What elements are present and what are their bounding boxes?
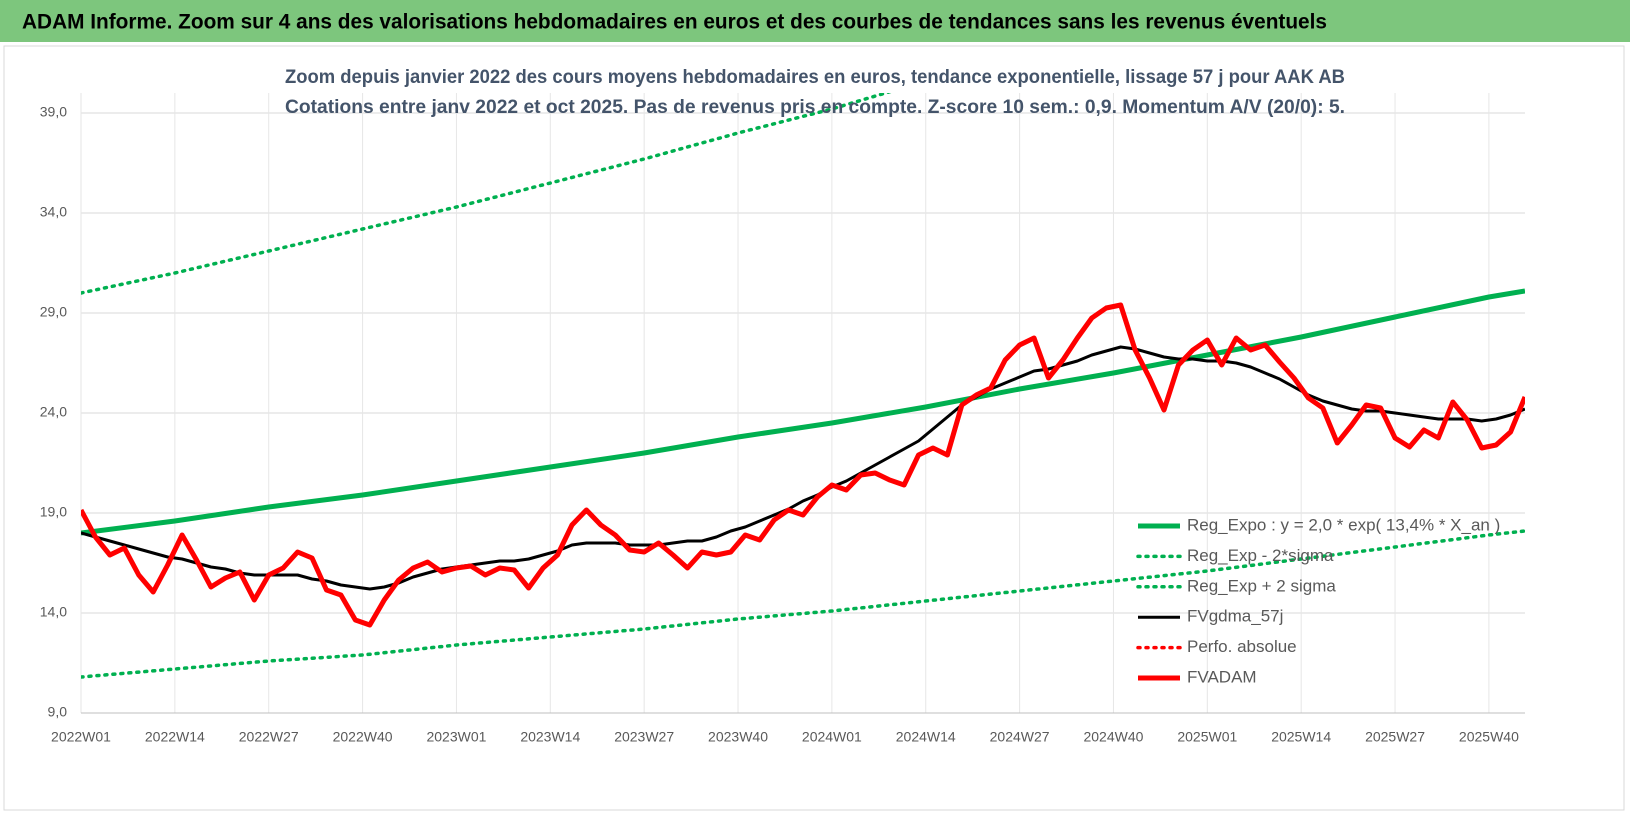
x-tick-label: 2025W40: [1459, 729, 1519, 745]
x-tick-label: 2022W40: [333, 729, 393, 745]
x-tick-label: 2024W01: [802, 729, 862, 745]
chart-subtitle: Cotations entre janv 2022 et oct 2025. P…: [285, 97, 1345, 118]
y-tick-label: 39,0: [40, 104, 67, 120]
x-tick-label: 2022W14: [145, 729, 205, 745]
legend-label: Reg_Expo : y = 2,0 * exp( 13,4% * X_an ): [1187, 515, 1500, 534]
x-tick-label: 2024W14: [896, 729, 956, 745]
legend-label: Reg_Exp - 2*sigma: [1187, 546, 1334, 565]
x-tick-label: 2024W40: [1083, 729, 1143, 745]
series-line: [81, 288, 1525, 536]
header-bar: [0, 0, 1630, 42]
legend-label: Reg_Exp + 2 sigma: [1187, 576, 1336, 595]
series-line: [81, 529, 1525, 679]
legend-item: Reg_Exp - 2*sigma: [1136, 546, 1334, 565]
chart-frame: [3, 45, 1625, 811]
series-line: [81, 93, 892, 295]
y-tick-label: 29,0: [40, 304, 67, 320]
header-title: ADAM Informe. Zoom sur 4 ans des valoris…: [22, 11, 1327, 34]
legend-label: Perfo. absolue: [1187, 637, 1297, 656]
x-tick-label: 2022W01: [51, 729, 111, 745]
legend-label: FVADAM: [1187, 667, 1257, 686]
y-tick-label: 24,0: [40, 404, 67, 420]
y-tick-label: 9,0: [48, 704, 68, 720]
x-tick-label: 2022W27: [239, 729, 299, 745]
y-tick-label: 19,0: [40, 504, 67, 520]
x-tick-label: 2023W14: [520, 729, 580, 745]
y-tick-label: 14,0: [40, 604, 67, 620]
chart-title: Zoom depuis janvier 2022 des cours moyen…: [285, 67, 1345, 88]
series-line: [81, 302, 1525, 628]
legend-item: FVgdma_57j: [1138, 607, 1283, 626]
x-tick-label: 2025W27: [1365, 729, 1425, 745]
y-tick-label: 34,0: [40, 204, 67, 220]
legend-item: Reg_Expo : y = 2,0 * exp( 13,4% * X_an ): [1138, 515, 1500, 534]
legend-item: Perfo. absolue: [1136, 637, 1297, 656]
legend-item: Reg_Exp + 2 sigma: [1136, 576, 1336, 595]
x-tick-label: 2023W01: [426, 729, 486, 745]
x-tick-label: 2024W27: [990, 729, 1050, 745]
legend-item: FVADAM: [1138, 667, 1257, 686]
x-tick-label: 2025W14: [1271, 729, 1331, 745]
x-tick-label: 2023W40: [708, 729, 768, 745]
x-tick-label: 2025W01: [1177, 729, 1237, 745]
x-tick-label: 2023W27: [614, 729, 674, 745]
legend-label: FVgdma_57j: [1187, 607, 1283, 626]
